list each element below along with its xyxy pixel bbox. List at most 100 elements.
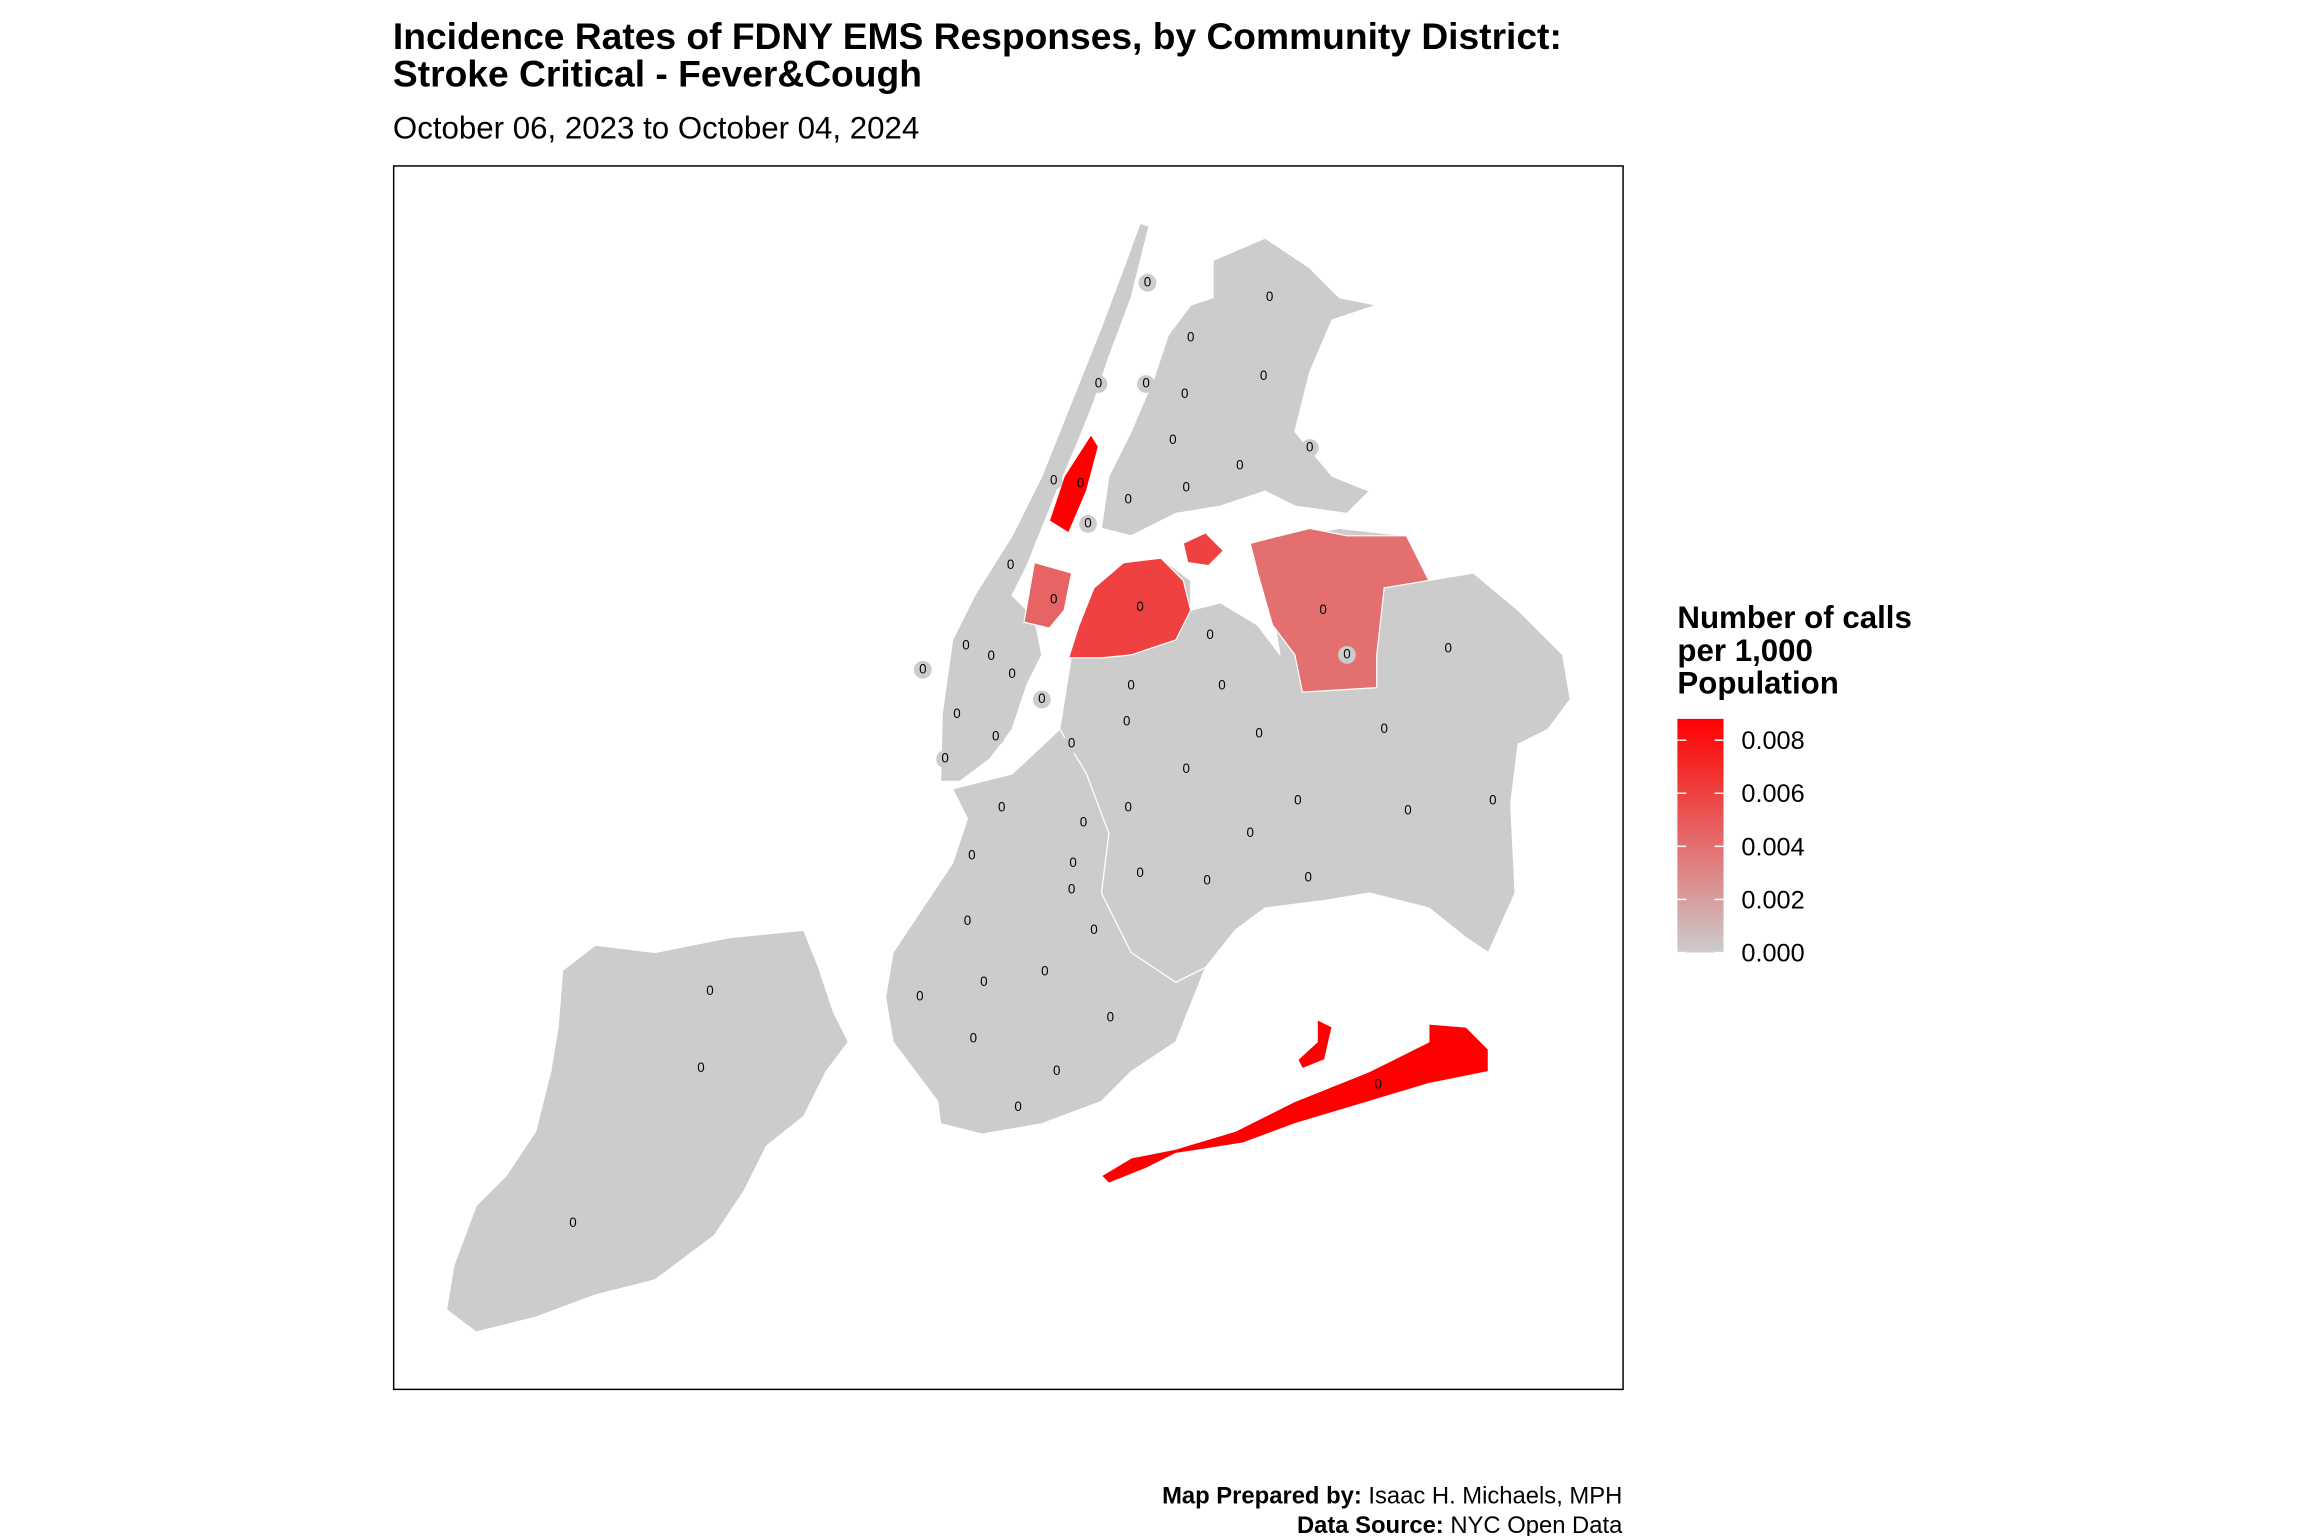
district-label: 0: [1069, 855, 1076, 870]
legend-tick-label: 0.002: [1741, 886, 1804, 914]
district: [1175, 385, 1194, 404]
district-label: 0: [1206, 627, 1213, 642]
district: [957, 637, 975, 655]
district-label: 0: [1050, 591, 1057, 606]
district-label: 0: [1014, 1099, 1021, 1114]
legend-tick-label: 0.008: [1741, 727, 1804, 755]
district: [958, 912, 977, 931]
district: [1085, 921, 1103, 940]
district: [1177, 760, 1196, 779]
district: [1163, 431, 1182, 450]
district: [1249, 527, 1430, 693]
district: [1089, 375, 1108, 393]
district-label: 0: [1343, 646, 1350, 661]
district: [936, 750, 955, 768]
district: [1399, 802, 1417, 821]
subtitle: October 06, 2023 to October 04, 2024: [393, 110, 919, 145]
district-label: 0: [964, 913, 971, 928]
district-label: 0: [1080, 815, 1087, 830]
district: [913, 660, 932, 679]
district-label: 0: [1142, 376, 1149, 391]
brooklyn: [884, 728, 1207, 1135]
district-label: 0: [706, 983, 713, 998]
caption: Map Prepared by: Isaac H. Michaels, MPH: [1162, 1482, 1622, 1509]
district-label: 0: [1236, 457, 1243, 472]
district-label: 0: [1090, 922, 1097, 937]
district-label: 0: [1183, 761, 1190, 776]
district: [1254, 367, 1273, 386]
district-label: 0: [1095, 376, 1102, 391]
district: [1048, 433, 1100, 534]
map-frame: [392, 165, 1624, 1391]
district-label: 0: [1319, 602, 1326, 617]
district: [1119, 491, 1138, 510]
district-label: 0: [992, 728, 999, 743]
district-label: 0: [1127, 678, 1134, 693]
district: [1483, 791, 1502, 810]
district-label: 0: [998, 800, 1005, 815]
manhattan: [940, 222, 1150, 782]
district-label: 0: [1038, 691, 1045, 706]
caption-label: Map Prepared by:: [1162, 1482, 1362, 1509]
district-label: 0: [697, 1060, 704, 1075]
district: [964, 1029, 983, 1048]
district-label: 0: [1247, 825, 1254, 840]
district: [1117, 712, 1136, 731]
district-label: 0: [1203, 873, 1210, 888]
legend-tick-label: 0.004: [1741, 833, 1804, 861]
district-label: 0: [1136, 599, 1143, 614]
bronx: [1100, 237, 1380, 537]
district: [1035, 962, 1054, 981]
legend: Number of calls per 1,000 Population 0.0…: [1677, 600, 1912, 967]
district: [1001, 556, 1020, 575]
district: [986, 727, 1005, 746]
district-label: 0: [1008, 666, 1015, 681]
district: [1439, 640, 1458, 658]
district: [1131, 864, 1150, 883]
district-label: 0: [953, 706, 960, 721]
legend-title: Population: [1677, 666, 1838, 701]
district: [962, 846, 981, 865]
district: [1260, 288, 1279, 307]
district-label: 0: [569, 1215, 576, 1230]
legend-colorbar: [1677, 718, 1724, 953]
caption-text: NYC Open Data: [1450, 1512, 1623, 1536]
district-label: 0: [1218, 678, 1225, 693]
district-label: 0: [1144, 274, 1151, 289]
district-label: 0: [1181, 386, 1188, 401]
district-label: 0: [1260, 368, 1267, 383]
district-label: 0: [1053, 1063, 1060, 1078]
district: [564, 1214, 582, 1233]
district-label: 0: [1404, 803, 1411, 818]
district-label: 0: [916, 989, 923, 1004]
district: [1047, 1062, 1066, 1081]
district-label: 0: [1375, 1077, 1382, 1092]
district-label: 0: [962, 637, 969, 652]
title: Incidence Rates of FDNY EMS Responses, b…: [393, 15, 1562, 57]
district: [1288, 791, 1307, 810]
district: [982, 647, 1001, 666]
district-label: 0: [1136, 865, 1143, 880]
caption: Data Source: NYC Open Data: [1297, 1512, 1623, 1536]
district: [1100, 1018, 1489, 1184]
district: [1003, 665, 1022, 684]
district: [1062, 881, 1081, 899]
district-label: 0: [1306, 440, 1313, 455]
legend-title: per 1,000: [1677, 633, 1813, 668]
district-label: 0: [1266, 289, 1273, 304]
district: [692, 1059, 710, 1078]
district-label: 0: [1123, 713, 1130, 728]
district-label: 0: [1187, 329, 1194, 344]
district-label: 0: [1107, 1010, 1114, 1025]
district-label: 0: [1007, 557, 1014, 572]
district-label: 0: [1255, 725, 1262, 740]
district: [1250, 724, 1269, 743]
district: [1062, 735, 1081, 754]
caption-label: Data Source:: [1297, 1512, 1444, 1536]
district: [1064, 854, 1083, 873]
district: [1032, 690, 1051, 709]
district: [974, 973, 993, 992]
district-label: 0: [1068, 736, 1075, 751]
district: [1044, 471, 1063, 490]
